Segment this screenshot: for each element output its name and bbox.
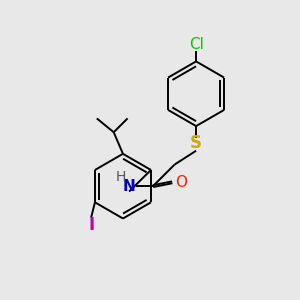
Text: N: N — [123, 178, 136, 194]
Text: Cl: Cl — [189, 37, 203, 52]
Text: S: S — [190, 134, 202, 152]
Text: H: H — [116, 170, 126, 184]
Text: O: O — [175, 175, 187, 190]
Text: I: I — [88, 216, 94, 234]
